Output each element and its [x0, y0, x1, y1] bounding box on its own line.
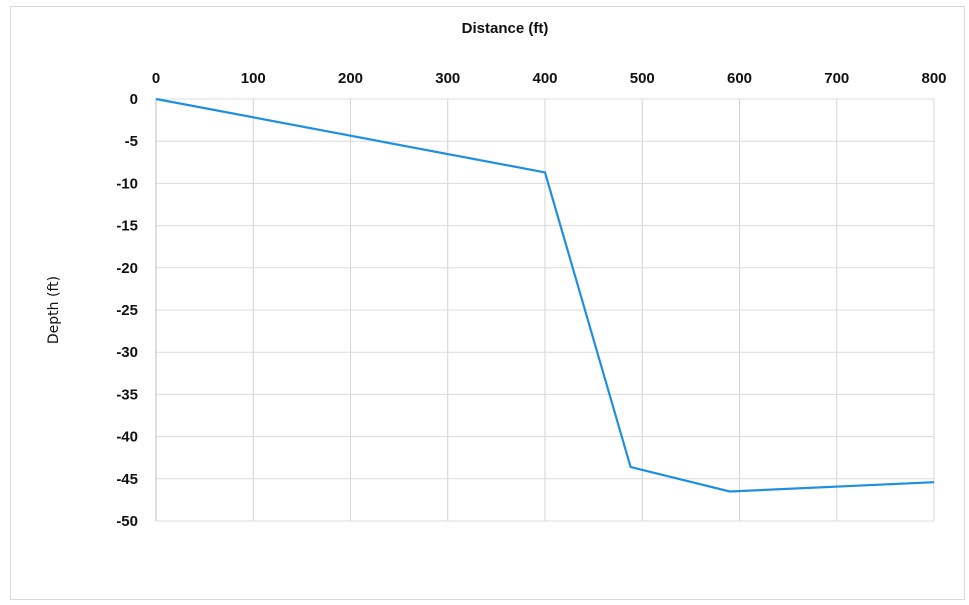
grid-lines	[156, 98, 935, 522]
x-tick-labels: 0 100 200 300 400 500 600 700 800	[152, 70, 947, 87]
x-axis-title: Distance (ft)	[462, 20, 549, 37]
y-tick-label: -30	[116, 344, 138, 361]
y-tick-label: -45	[116, 471, 138, 488]
x-tick-label: 200	[338, 70, 363, 87]
y-tick-label: -20	[116, 260, 138, 277]
x-tick-label: 800	[921, 70, 946, 87]
y-tick-labels: 0 -5 -10 -15 -20 -25 -30 -35 -40 -45 -50	[116, 91, 138, 530]
y-tick-label: -5	[125, 133, 138, 150]
x-tick-label: 400	[532, 70, 557, 87]
series-group	[155, 97, 935, 493]
y-tick-label: -35	[116, 386, 138, 403]
series-line	[155, 97, 935, 493]
x-tick-label: 500	[630, 70, 655, 87]
x-tick-label: 600	[727, 70, 752, 87]
y-tick-label: -25	[116, 302, 138, 319]
x-tick-label: 0	[152, 70, 160, 87]
x-tick-label: 300	[435, 70, 460, 87]
y-tick-label: -50	[116, 513, 138, 530]
y-tick-label: 0	[130, 91, 138, 108]
y-tick-label: -10	[116, 175, 138, 192]
x-tick-label: 100	[241, 70, 266, 87]
y-tick-label: -15	[116, 218, 138, 235]
x-tick-label: 700	[824, 70, 849, 87]
y-axis-title: Depth (ft)	[46, 276, 62, 344]
chart-frame	[10, 6, 965, 600]
y-tick-label: -40	[116, 429, 138, 446]
